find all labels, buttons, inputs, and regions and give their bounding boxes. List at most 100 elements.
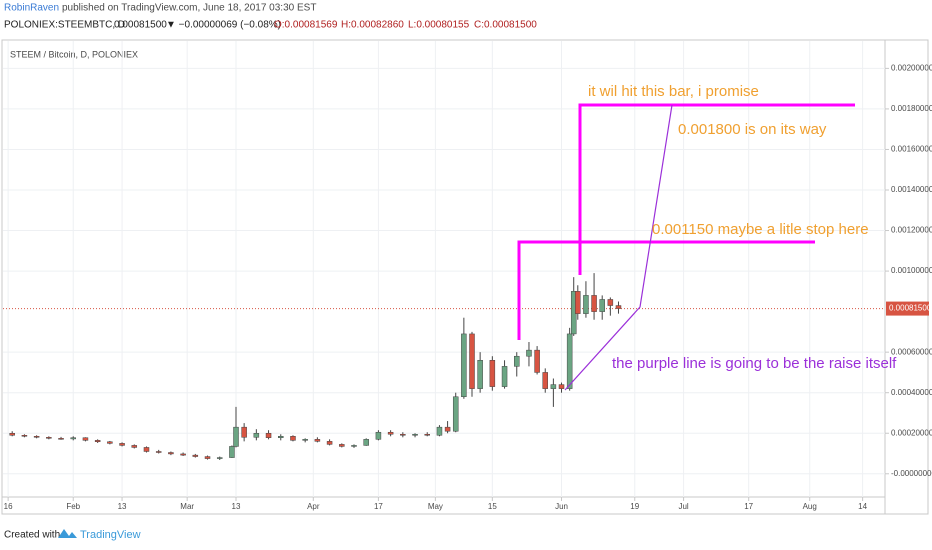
candle <box>591 273 597 320</box>
price: 0.00081500 <box>114 20 167 31</box>
y-tick-label: 0.00180000 <box>891 104 932 113</box>
x-tick-label: 17 <box>374 502 383 511</box>
candle-body <box>461 333 467 398</box>
candle-body <box>607 299 614 306</box>
candle <box>82 437 89 442</box>
candle-body <box>436 426 443 436</box>
y-tick-label: 0.00100000 <box>891 266 932 275</box>
close: C:0.00081500 <box>474 20 537 31</box>
candle <box>204 455 211 460</box>
candle-body <box>575 291 581 314</box>
x-tick-label: 13 <box>118 502 127 511</box>
candle <box>180 452 186 456</box>
candle <box>216 456 223 460</box>
candle-body <box>204 456 211 459</box>
annotation: 0.001150 maybe a litle stop here <box>652 221 869 238</box>
candle <box>290 435 296 442</box>
candle-body <box>192 454 199 457</box>
candle <box>363 438 369 446</box>
candle-body <box>583 295 589 314</box>
x-tick-label: Jul <box>678 502 688 511</box>
candle-body <box>412 434 418 436</box>
annotation: 0.001800 is on its way <box>678 121 827 138</box>
candle <box>461 317 467 399</box>
x-tick-label: 16 <box>4 502 13 511</box>
candle-body <box>265 432 272 438</box>
candle <box>314 437 321 443</box>
y-tick-label: 0.00060000 <box>891 347 932 356</box>
open: O:0.00081569 <box>274 20 338 31</box>
candle <box>558 382 565 393</box>
candle-body <box>534 349 540 373</box>
candle <box>469 331 475 397</box>
candle-body <box>180 453 186 456</box>
annotation: it wil hit this bar, i promise <box>588 83 759 100</box>
candle <box>575 285 581 320</box>
candle <box>400 432 406 438</box>
candle-body <box>229 446 235 458</box>
y-tick-label: 0.00040000 <box>891 388 932 397</box>
candle-body <box>599 299 605 312</box>
last-price-box <box>886 301 929 316</box>
candle-body <box>233 426 239 447</box>
candle-body <box>591 295 597 312</box>
x-tick-label: May <box>428 502 443 511</box>
x-tick-label: 14 <box>858 502 867 511</box>
candle-body <box>314 439 321 442</box>
candle <box>119 442 125 447</box>
x-tick-label: Feb <box>66 502 80 511</box>
candle-body <box>501 366 508 387</box>
x-tick-label: Jun <box>555 502 568 511</box>
candle <box>477 352 483 393</box>
logo <box>58 529 77 538</box>
candle <box>107 440 113 445</box>
candle-body <box>82 437 89 441</box>
candle-body <box>339 444 345 447</box>
candle-body <box>9 432 15 436</box>
purple-line <box>564 104 673 391</box>
candle-body <box>241 426 247 438</box>
candle <box>94 439 101 443</box>
candle-body <box>143 447 150 452</box>
candle-body <box>326 441 333 445</box>
candle <box>489 356 496 391</box>
legend-title: STEEM / Bitcoin, D, POLONIEX <box>10 49 138 59</box>
y-tick-label: 0.00200000 <box>891 63 932 72</box>
footer-created: Created with <box>4 530 60 541</box>
candle-body <box>253 432 260 438</box>
candle <box>21 434 28 438</box>
candle-body <box>375 431 382 440</box>
candle-body <box>58 438 64 440</box>
high: H:0.00082860 <box>341 20 404 31</box>
candle <box>526 342 532 367</box>
candle-body <box>444 426 451 432</box>
last-price-label: 0.00081500 <box>889 304 932 313</box>
candle <box>501 360 508 389</box>
candle-body <box>526 349 532 357</box>
candle-body <box>351 445 357 447</box>
y-tick-label: 0.00120000 <box>891 226 932 235</box>
candle <box>233 406 239 448</box>
candle-body <box>489 360 496 387</box>
candle-body <box>33 436 40 438</box>
candle <box>302 438 308 443</box>
candle-body <box>70 437 76 440</box>
candle <box>550 378 557 407</box>
plot: 0.00200000 0.00180000 0.00160000 0.00140000… <box>3 41 932 511</box>
candle-body <box>131 445 138 448</box>
candle <box>424 432 430 437</box>
candle <box>229 445 235 458</box>
y-tick-label: 0.00160000 <box>891 145 932 154</box>
candle-body <box>155 451 162 453</box>
footer-brand[interactable]: TradingView <box>80 529 141 541</box>
candle-body <box>168 452 174 455</box>
author[interactable]: RobinRaven <box>4 3 59 14</box>
candle <box>143 446 150 453</box>
drawings <box>517 103 855 391</box>
candle <box>452 392 459 433</box>
candle <box>607 297 614 316</box>
candle <box>326 439 333 446</box>
candle <box>9 431 15 437</box>
candle <box>241 423 247 442</box>
